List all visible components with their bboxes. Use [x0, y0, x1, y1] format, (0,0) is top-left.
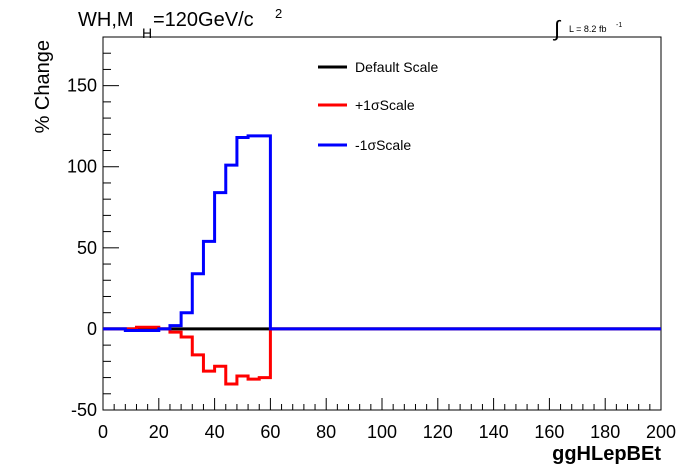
y-tick-label: 0: [87, 319, 97, 339]
y-tick-label: 50: [77, 238, 97, 258]
x-tick-label: 0: [98, 422, 108, 442]
x-tick-label: 40: [205, 422, 225, 442]
lumi-integral-symbol: ∫: [552, 16, 562, 41]
x-tick-label: 20: [149, 422, 169, 442]
y-tick-label: 100: [67, 157, 97, 177]
x-tick-label: 140: [479, 422, 509, 442]
x-tick-label: 60: [260, 422, 280, 442]
y-tick-label: 150: [67, 76, 97, 96]
legend-label-minus1sigma: -1σScale: [355, 137, 411, 153]
legend-label-plus1sigma: +1σScale: [355, 97, 415, 113]
title-rest: =120GeV/c: [153, 9, 254, 31]
series-minus1sigma-scale: [103, 134, 661, 333]
x-tick-label: 80: [316, 422, 336, 442]
legend: Default Scale +1σScale -1σScale: [318, 59, 438, 153]
x-tick-label: 160: [534, 422, 564, 442]
lumi-text: L = 8.2 fb: [569, 24, 606, 34]
series-plus1sigma-scale: [103, 325, 661, 386]
title-main: WH,M: [78, 9, 134, 31]
x-tick-label: 100: [367, 422, 397, 442]
x-tick-label: 120: [423, 422, 453, 442]
series-lines: [103, 134, 661, 386]
plot-frame: [102, 36, 662, 411]
legend-label-default: Default Scale: [355, 59, 438, 75]
y-tick-label: -50: [71, 400, 97, 420]
x-axis-label: ggHLepBEt: [552, 443, 661, 465]
lumi-superscript: -1: [616, 22, 622, 29]
x-tick-label: 200: [646, 422, 676, 442]
title-subscript: H: [142, 25, 152, 41]
axis-ticks: [102, 52, 662, 411]
title-superscript: 2: [275, 6, 282, 21]
x-tick-label: 180: [590, 422, 620, 442]
y-axis-label: % Change: [32, 40, 54, 133]
